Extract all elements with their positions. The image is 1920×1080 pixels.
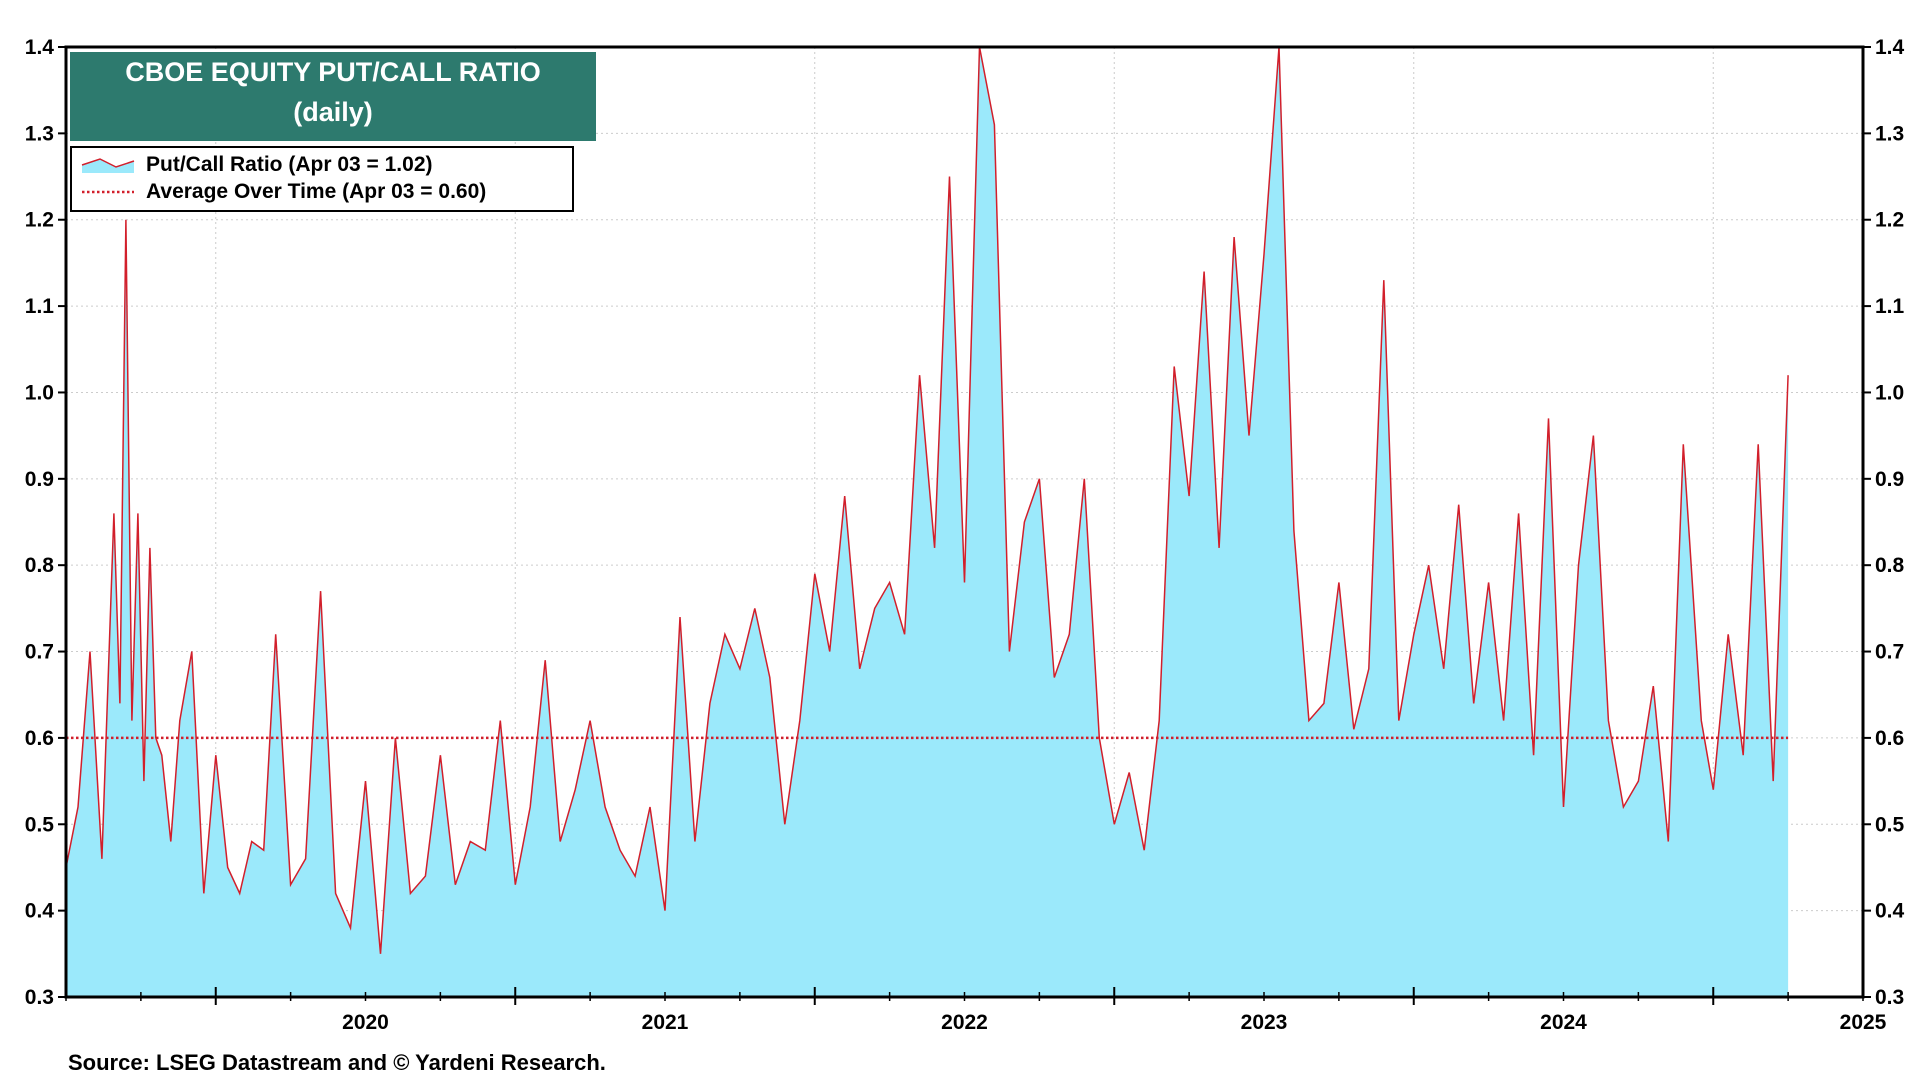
y-tick-label-right: 0.3 — [1875, 986, 1904, 1009]
x-tick-label: 2022 — [941, 1011, 988, 1034]
y-tick-label-left: 0.3 — [25, 986, 54, 1009]
x-tick-label: 2024 — [1540, 1011, 1587, 1034]
y-tick-label-left: 0.8 — [25, 554, 55, 577]
legend-label-ratio: Put/Call Ratio (Apr 03 = 1.02) — [146, 153, 433, 176]
chart-title: CBOE EQUITY PUT/CALL RATIO — [125, 57, 541, 87]
y-tick-label-right: 0.9 — [1875, 468, 1904, 491]
y-tick-label-left: 0.6 — [25, 727, 54, 750]
area-swatch-icon — [81, 158, 135, 173]
legend-label-average: Average Over Time (Apr 03 = 0.60) — [146, 180, 487, 203]
y-tick-label-right: 1.2 — [1875, 209, 1904, 232]
dotted-line-swatch-icon — [82, 190, 134, 194]
x-tick-label: 2023 — [1241, 1011, 1288, 1034]
ratio-line — [65, 46, 1789, 954]
left-y-axis: 0.3 0.4 0.5 0.6 0.7 0.8 0.9 1.0 1.1 1.2 1.3 1.4 — [25, 36, 66, 1009]
chart-title-box: CBOE EQUITY PUT/CALL RATIO (daily) — [70, 52, 596, 141]
legend-item-average: Average Over Time (Apr 03 = 0.60) — [80, 179, 486, 205]
x-tick-label: 2020 — [342, 1011, 389, 1034]
y-tick-label-right: 1.0 — [1875, 381, 1904, 404]
y-tick-label-left: 0.7 — [25, 641, 54, 664]
y-tick-label-right: 1.1 — [1875, 295, 1905, 318]
y-tick-label-left: 1.0 — [25, 381, 54, 404]
y-tick-label-right: 0.5 — [1875, 813, 1905, 836]
y-tick-label-right: 0.6 — [1875, 727, 1904, 750]
legend: Put/Call Ratio (Apr 03 = 1.02) Average O… — [70, 146, 574, 212]
y-tick-label-left: 1.4 — [25, 36, 55, 59]
y-tick-label-right: 0.4 — [1875, 900, 1905, 923]
y-tick-label-left: 1.3 — [25, 122, 54, 145]
y-tick-label-left: 0.9 — [25, 468, 54, 491]
legend-item-ratio: Put/Call Ratio (Apr 03 = 1.02) — [80, 152, 433, 178]
y-tick-label-left: 1.2 — [25, 209, 54, 232]
x-tick-label: 2025 — [1840, 1011, 1887, 1034]
x-axis: 2020 2021 2022 2023 2024 2025 — [65, 987, 1887, 1034]
y-tick-label-right: 0.7 — [1875, 641, 1904, 664]
y-tick-label-right: 1.4 — [1875, 36, 1905, 59]
series-area — [65, 46, 1789, 997]
right-y-axis: 0.3 0.4 0.5 0.6 0.7 0.8 0.9 1.0 1.1 1.2 1.3 1.4 — [1863, 36, 1905, 1009]
y-tick-label-left: 0.4 — [25, 900, 55, 923]
y-tick-label-left: 1.1 — [25, 295, 55, 318]
y-tick-label-right: 0.8 — [1875, 554, 1905, 577]
chart-subtitle: (daily) — [293, 97, 373, 127]
y-tick-label-left: 0.5 — [25, 813, 55, 836]
x-tick-label: 2021 — [642, 1011, 689, 1034]
y-tick-label-right: 1.3 — [1875, 122, 1904, 145]
source-note: Source: LSEG Datastream and © Yardeni Re… — [68, 1050, 606, 1075]
